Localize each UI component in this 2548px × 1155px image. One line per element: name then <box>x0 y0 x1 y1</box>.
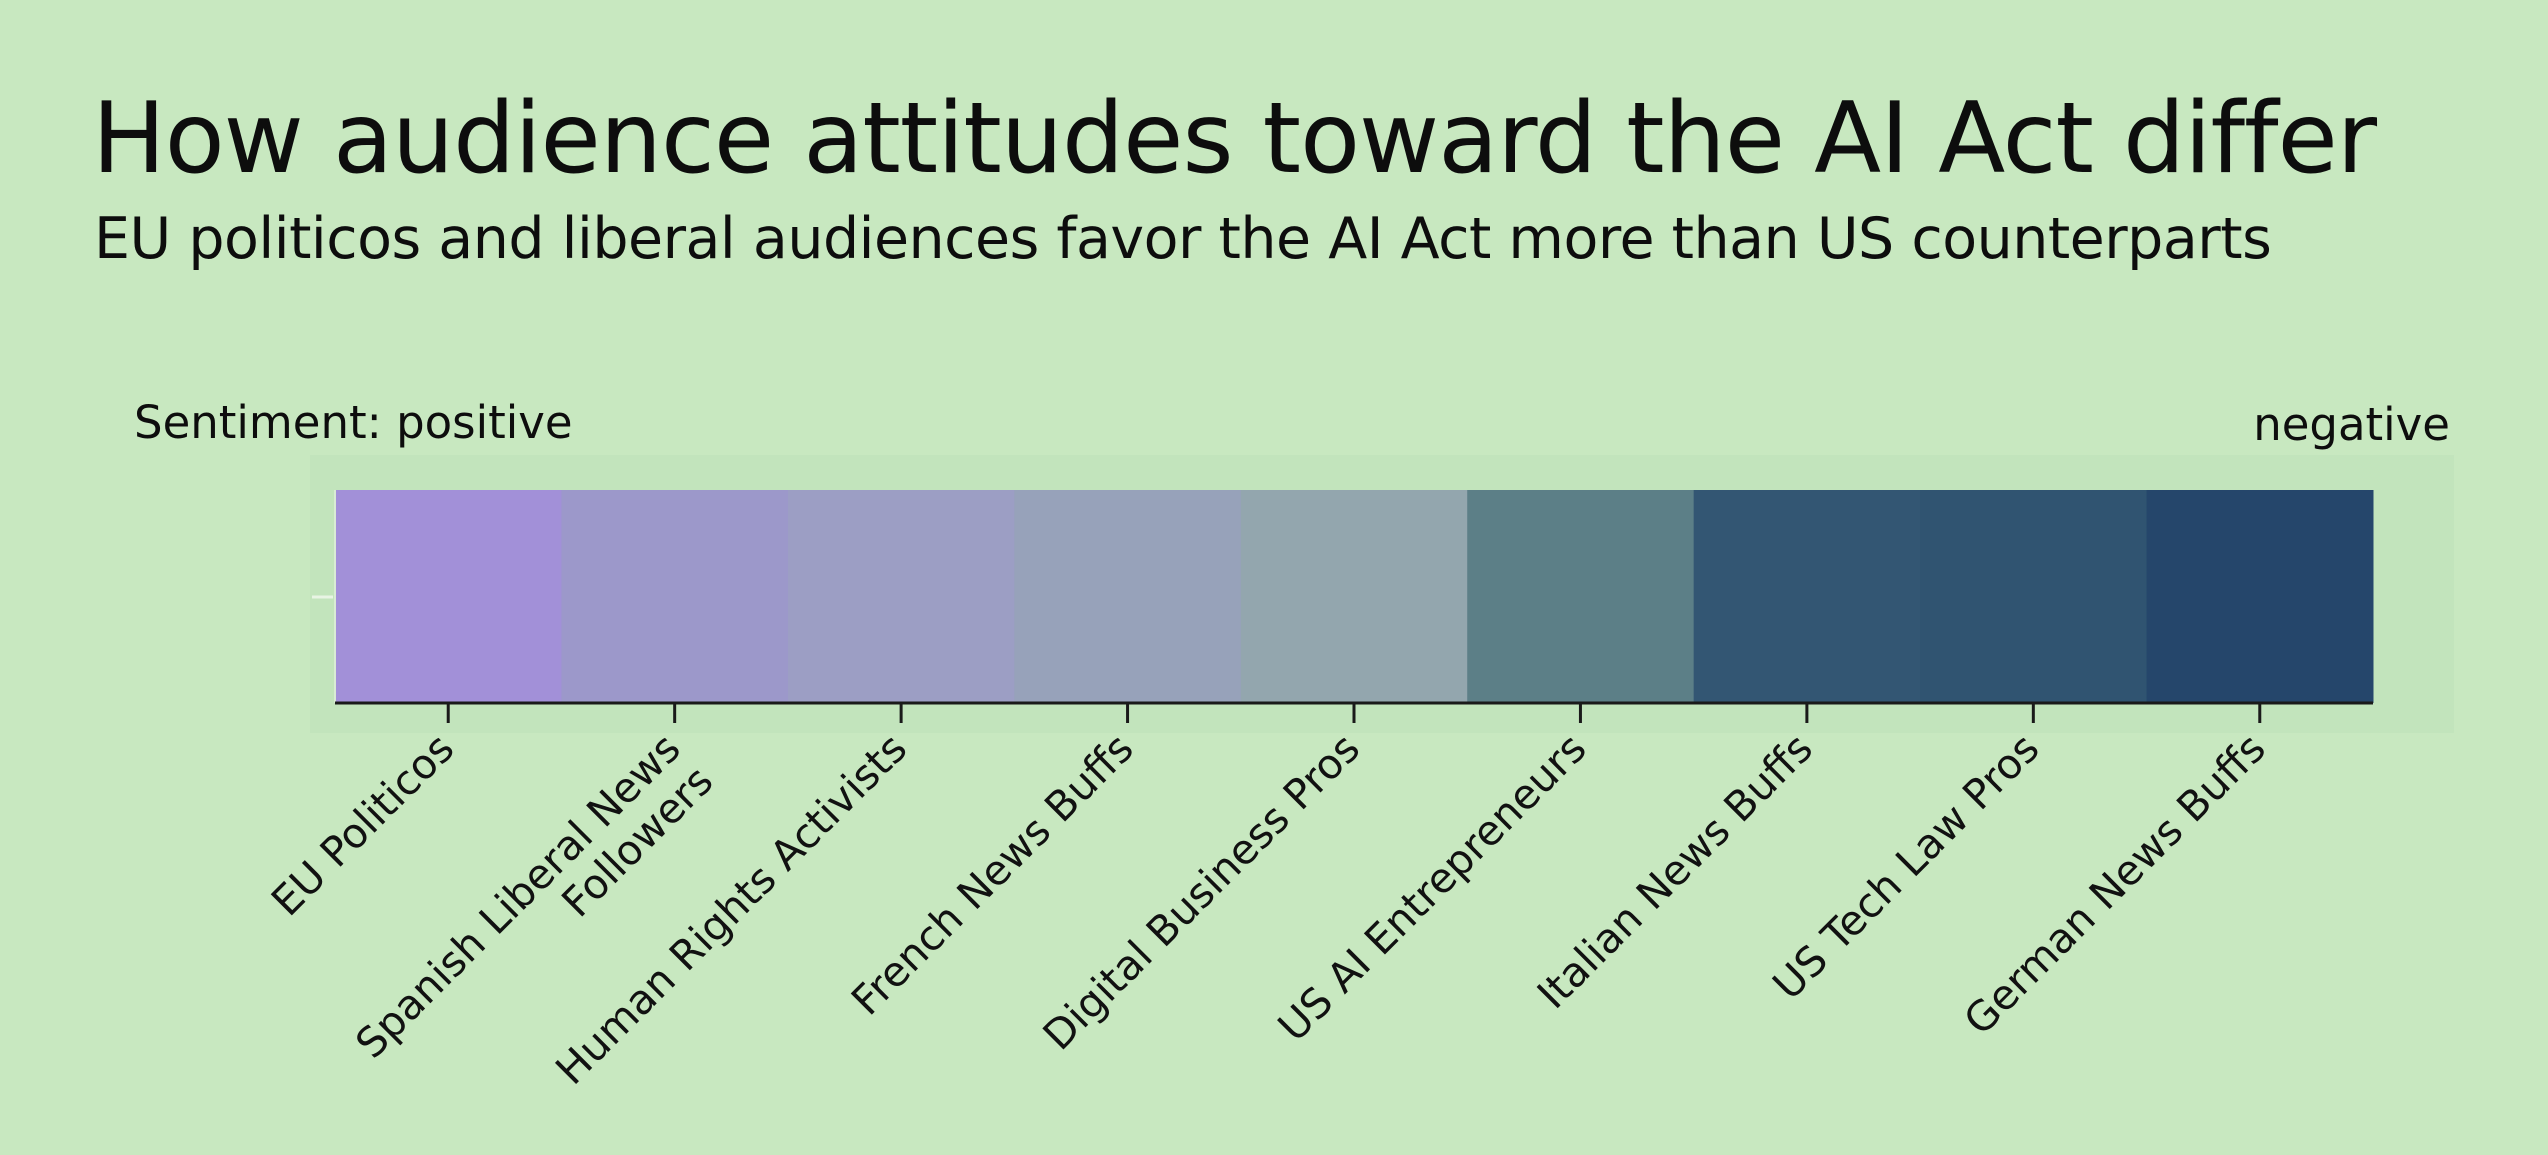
heatmap-cell <box>1693 490 1921 703</box>
chart-subtitle: EU politicos and liberal audiences favor… <box>94 206 2272 272</box>
heatmap-cell <box>1467 490 1695 703</box>
heatmap-cell <box>335 490 562 703</box>
heatmap-cell <box>1014 490 1242 703</box>
heatmap-cell <box>2146 490 2374 703</box>
x-tick-label: EU Politicos <box>262 724 463 925</box>
legend-positive-label: Sentiment: positive <box>134 396 573 449</box>
heatmap-cell <box>561 490 789 703</box>
heatmap-cell <box>787 490 1015 703</box>
heatmap-cell <box>1920 490 2148 703</box>
heatmap-cell <box>1240 490 1468 703</box>
legend-negative-label: negative <box>2253 398 2450 451</box>
chart-title: How audience attitudes toward the AI Act… <box>92 82 2377 196</box>
